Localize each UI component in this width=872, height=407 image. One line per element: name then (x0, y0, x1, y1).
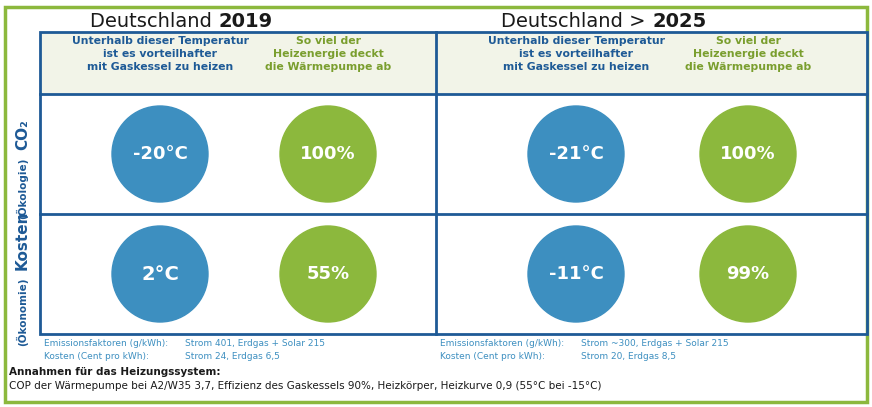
FancyBboxPatch shape (5, 7, 867, 402)
Text: (Ökonomie): (Ökonomie) (17, 278, 29, 346)
Circle shape (112, 226, 208, 322)
Circle shape (528, 106, 624, 202)
Circle shape (280, 106, 376, 202)
Text: Emissionsfaktoren (g/kWh):
Kosten (Cent pro kWh):: Emissionsfaktoren (g/kWh): Kosten (Cent … (440, 339, 564, 361)
Text: 55%: 55% (306, 265, 350, 283)
Text: 2025: 2025 (652, 12, 706, 31)
FancyBboxPatch shape (40, 32, 436, 94)
Text: So viel der
Heizenergie deckt
die Wärmepumpe ab: So viel der Heizenergie deckt die Wärmep… (265, 36, 392, 72)
Text: Deutschland >: Deutschland > (501, 12, 652, 31)
Text: 2019: 2019 (219, 12, 273, 31)
Circle shape (280, 226, 376, 322)
Text: COP der Wärmepumpe bei A2/W35 3,7, Effizienz des Gaskessels 90%, Heizkörper, Hei: COP der Wärmepumpe bei A2/W35 3,7, Effiz… (9, 381, 602, 391)
Circle shape (528, 226, 624, 322)
Text: Strom 401, Erdgas + Solar 215
Strom 24, Erdgas 6,5: Strom 401, Erdgas + Solar 215 Strom 24, … (185, 339, 325, 361)
FancyBboxPatch shape (436, 32, 867, 94)
Text: -11°C: -11°C (548, 265, 603, 283)
Text: Strom ~300, Erdgas + Solar 215
Strom 20, Erdgas 8,5: Strom ~300, Erdgas + Solar 215 Strom 20,… (581, 339, 729, 361)
Circle shape (700, 226, 796, 322)
Circle shape (700, 106, 796, 202)
Text: 100%: 100% (720, 145, 776, 163)
Text: So viel der
Heizenergie deckt
die Wärmepumpe ab: So viel der Heizenergie deckt die Wärmep… (685, 36, 811, 72)
Text: 2°C: 2°C (141, 265, 179, 284)
Text: CO₂: CO₂ (15, 119, 30, 150)
Text: Unterhalb dieser Temperatur
ist es vorteilhafter
mit Gaskessel zu heizen: Unterhalb dieser Temperatur ist es vorte… (72, 36, 249, 72)
Text: Unterhalb dieser Temperatur
ist es vorteilhafter
mit Gaskessel zu heizen: Unterhalb dieser Temperatur ist es vorte… (487, 36, 664, 72)
Text: Emissionsfaktoren (g/kWh):
Kosten (Cent pro kWh):: Emissionsfaktoren (g/kWh): Kosten (Cent … (44, 339, 168, 361)
Text: 100%: 100% (300, 145, 356, 163)
Circle shape (112, 106, 208, 202)
Text: 99%: 99% (726, 265, 770, 283)
Text: (Ökologie): (Ökologie) (17, 158, 29, 219)
Text: -20°C: -20°C (133, 145, 187, 163)
Text: Annahmen für das Heizungssystem:: Annahmen für das Heizungssystem: (9, 367, 221, 377)
Text: Deutschland: Deutschland (91, 12, 219, 31)
Text: Kosten: Kosten (15, 210, 30, 270)
Text: -21°C: -21°C (548, 145, 603, 163)
